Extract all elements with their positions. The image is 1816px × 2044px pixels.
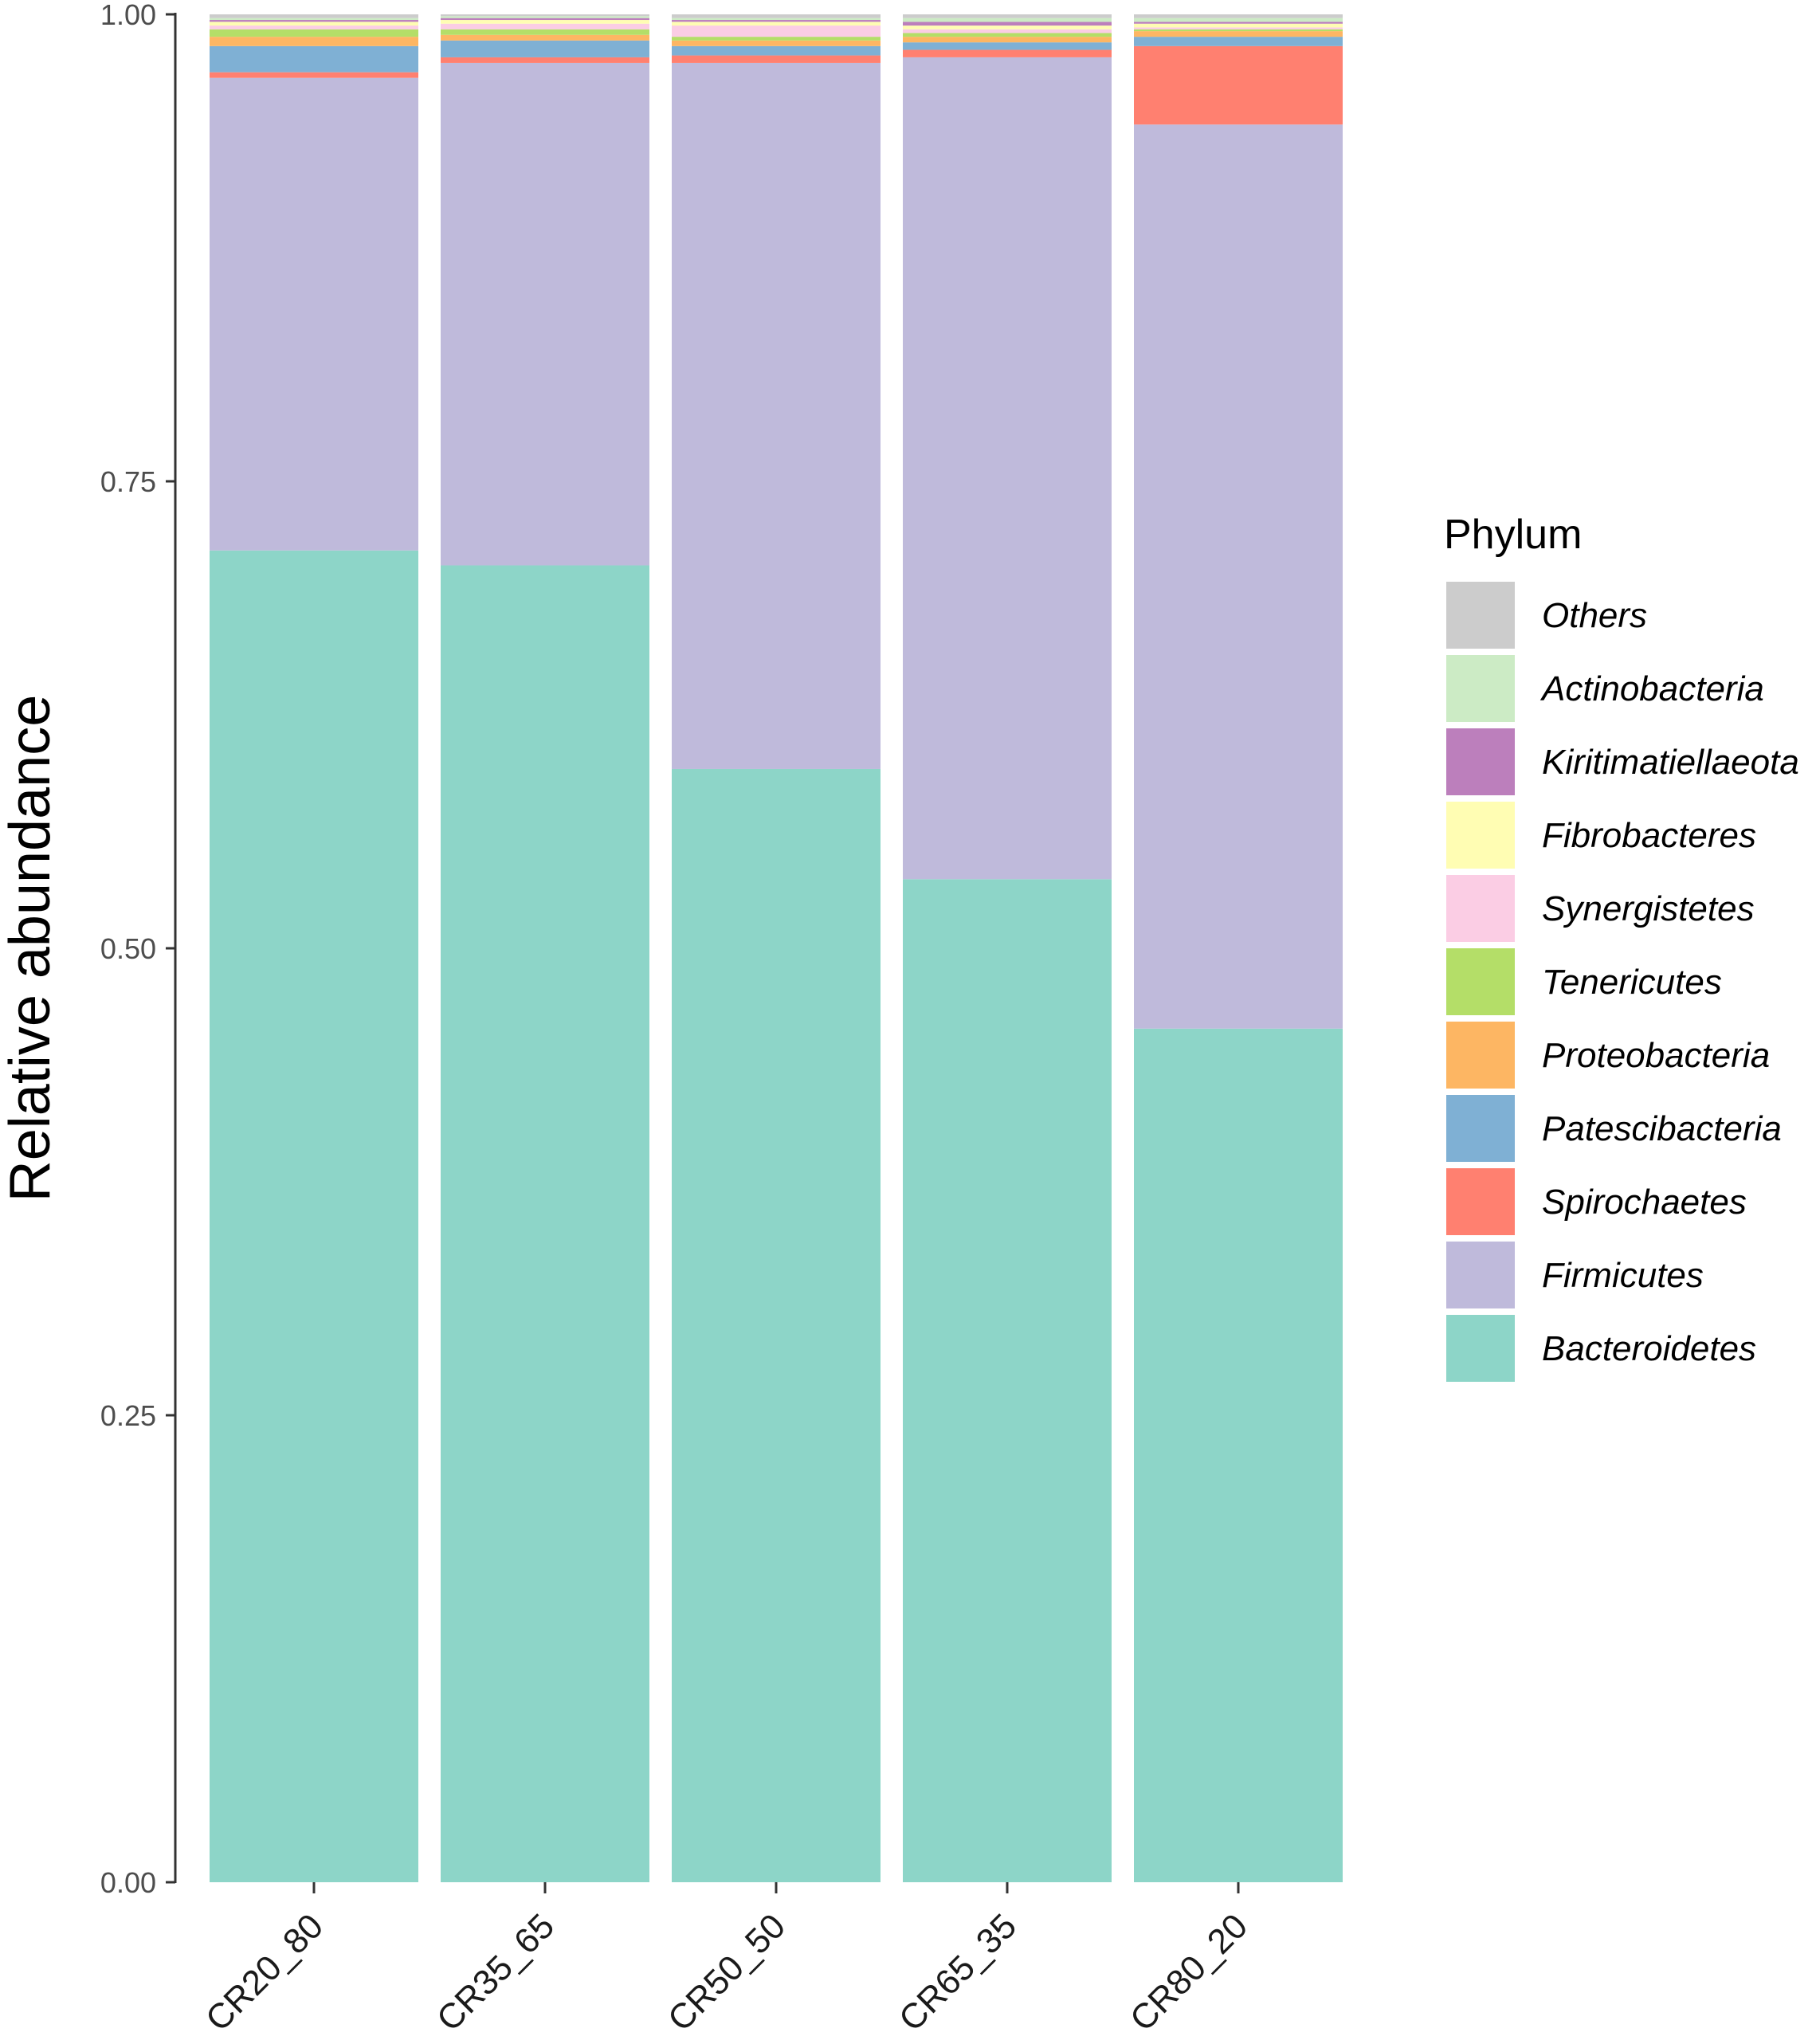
bar-segment-patescibacteria-cr50_50 <box>672 45 881 56</box>
legend-label-proteobacteria: Proteobacteria <box>1542 1036 1770 1075</box>
legend-key-proteobacteria <box>1446 1022 1515 1089</box>
bar-segment-synergistetes-cr65_35 <box>903 29 1112 33</box>
bar-segment-bacteroidetes-cr20_80 <box>210 550 418 1882</box>
bar-segment-kiritimatiellaeota-cr20_80 <box>210 20 418 22</box>
bar-segment-firmicutes-cr35_65 <box>441 62 649 566</box>
bar-segment-fibrobacteres-cr65_35 <box>903 26 1112 29</box>
y-tick-label: 0.50 <box>100 932 156 965</box>
bar-segment-patescibacteria-cr20_80 <box>210 45 418 73</box>
bar-segment-bacteroidetes-cr50_50 <box>672 768 881 1882</box>
bar-segment-bacteroidetes-cr65_35 <box>903 879 1112 1882</box>
bar-segment-patescibacteria-cr80_20 <box>1134 37 1343 46</box>
legend-label-spirochaetes: Spirochaetes <box>1542 1183 1747 1222</box>
bar-segment-synergistetes-cr35_65 <box>441 23 649 29</box>
legend: Phylum Others Actinobacteria Kiritimatiella… <box>1444 512 1799 1382</box>
bar-segment-proteobacteria-cr80_20 <box>1134 31 1343 37</box>
bar-segment-patescibacteria-cr35_65 <box>441 40 649 57</box>
bar-segment-spirochaetes-cr80_20 <box>1134 45 1343 125</box>
bar-segment-kiritimatiellaeota-cr80_20 <box>1134 22 1343 24</box>
legend-key-patescibacteria <box>1446 1095 1515 1162</box>
bar-segment-others-cr20_80 <box>210 14 418 18</box>
legend-key-fibrobacteres <box>1446 802 1515 869</box>
legend-key-others <box>1446 582 1515 649</box>
bar-segment-bacteroidetes-cr35_65 <box>441 565 649 1882</box>
bar-segment-bacteroidetes-cr80_20 <box>1134 1028 1343 1882</box>
bar-segment-firmicutes-cr65_35 <box>903 57 1112 880</box>
legend-label-others: Others <box>1542 596 1647 635</box>
legend-key-bacteroidetes <box>1446 1315 1515 1382</box>
bar-segment-proteobacteria-cr65_35 <box>903 37 1112 43</box>
bar-segment-fibrobacteres-cr20_80 <box>210 22 418 26</box>
x-tick-label-cr80_20: CR80_20 <box>1123 1906 1255 2038</box>
legend-key-actinobacteria <box>1446 655 1515 722</box>
legend-label-bacteroidetes: Bacteroidetes <box>1542 1329 1756 1368</box>
bar-segment-synergistetes-cr80_20 <box>1134 27 1343 29</box>
bar-segment-others-cr35_65 <box>441 14 649 17</box>
bar-segment-synergistetes-cr50_50 <box>672 26 881 37</box>
bar-segment-actinobacteria-cr35_65 <box>441 16 649 18</box>
y-tick-label: 0.75 <box>100 465 156 498</box>
bar-segment-proteobacteria-cr20_80 <box>210 37 418 46</box>
legend-key-tenericutes <box>1446 948 1515 1015</box>
bar-segment-spirochaetes-cr35_65 <box>441 57 649 63</box>
legend-key-firmicutes <box>1446 1242 1515 1308</box>
bar-segment-fibrobacteres-cr50_50 <box>672 22 881 26</box>
x-tick-label-cr35_65: CR35_65 <box>429 1906 562 2038</box>
legend-label-synergistetes: Synergistetes <box>1542 889 1755 928</box>
bar-segment-tenericutes-cr35_65 <box>441 29 649 35</box>
legend-key-spirochaetes <box>1446 1168 1515 1235</box>
bar-segment-tenericutes-cr50_50 <box>672 37 881 41</box>
bar-segment-firmicutes-cr20_80 <box>210 77 418 551</box>
bar-segment-others-cr80_20 <box>1134 14 1343 18</box>
legend-label-patescibacteria: Patescibacteria <box>1542 1109 1782 1148</box>
bar-segment-proteobacteria-cr50_50 <box>672 40 881 46</box>
legend-label-actinobacteria: Actinobacteria <box>1539 669 1764 708</box>
bar-segment-firmicutes-cr80_20 <box>1134 124 1343 1029</box>
legend-label-kiritimatiellaeota: Kiritimatiellaeota <box>1542 743 1799 782</box>
bar-segment-kiritimatiellaeota-cr50_50 <box>672 20 881 22</box>
legend-title: Phylum <box>1444 512 1582 558</box>
legend-label-fibrobacteres: Fibrobacteres <box>1542 816 1756 855</box>
legend-label-firmicutes: Firmicutes <box>1542 1256 1704 1295</box>
x-tick-label-cr65_35: CR65_35 <box>892 1906 1024 2038</box>
y-tick-label: 1.00 <box>100 0 156 31</box>
legend-label-tenericutes: Tenericutes <box>1542 963 1722 1002</box>
bar-segment-synergistetes-cr20_80 <box>210 26 418 29</box>
bar-segment-tenericutes-cr65_35 <box>903 33 1112 37</box>
bar-segment-patescibacteria-cr65_35 <box>903 42 1112 50</box>
bar-segment-fibrobacteres-cr35_65 <box>441 20 649 24</box>
bar-segment-others-cr65_35 <box>903 14 1112 18</box>
legend-key-synergistetes <box>1446 875 1515 942</box>
bar-segment-firmicutes-cr50_50 <box>672 62 881 769</box>
y-tick-label: 0.25 <box>100 1399 156 1432</box>
bar-segment-tenericutes-cr80_20 <box>1134 29 1343 32</box>
bar-segment-kiritimatiellaeota-cr65_35 <box>903 22 1112 26</box>
bar-segment-spirochaetes-cr50_50 <box>672 55 881 63</box>
bar-segment-others-cr50_50 <box>672 14 881 18</box>
legend-key-kiritimatiellaeota <box>1446 728 1515 795</box>
bar-segment-actinobacteria-cr80_20 <box>1134 18 1343 22</box>
x-tick-label-cr20_80: CR20_80 <box>198 1906 331 2038</box>
bar-segment-actinobacteria-cr20_80 <box>210 18 418 21</box>
bar-segment-actinobacteria-cr65_35 <box>903 18 1112 22</box>
bar-segment-fibrobacteres-cr80_20 <box>1134 23 1343 28</box>
bar-segment-kiritimatiellaeota-cr35_65 <box>441 18 649 21</box>
bar-segment-actinobacteria-cr50_50 <box>672 18 881 21</box>
y-axis-title: Relative abundance <box>0 695 62 1202</box>
bar-segment-proteobacteria-cr35_65 <box>441 34 649 41</box>
bar-segment-spirochaetes-cr65_35 <box>903 49 1112 57</box>
bar-segment-spirochaetes-cr20_80 <box>210 72 418 78</box>
bar-segment-tenericutes-cr20_80 <box>210 29 418 37</box>
x-tick-label-cr50_50: CR50_50 <box>661 1906 793 2038</box>
y-tick-label: 0.00 <box>100 1866 156 1899</box>
bars-layer <box>210 14 1343 1882</box>
